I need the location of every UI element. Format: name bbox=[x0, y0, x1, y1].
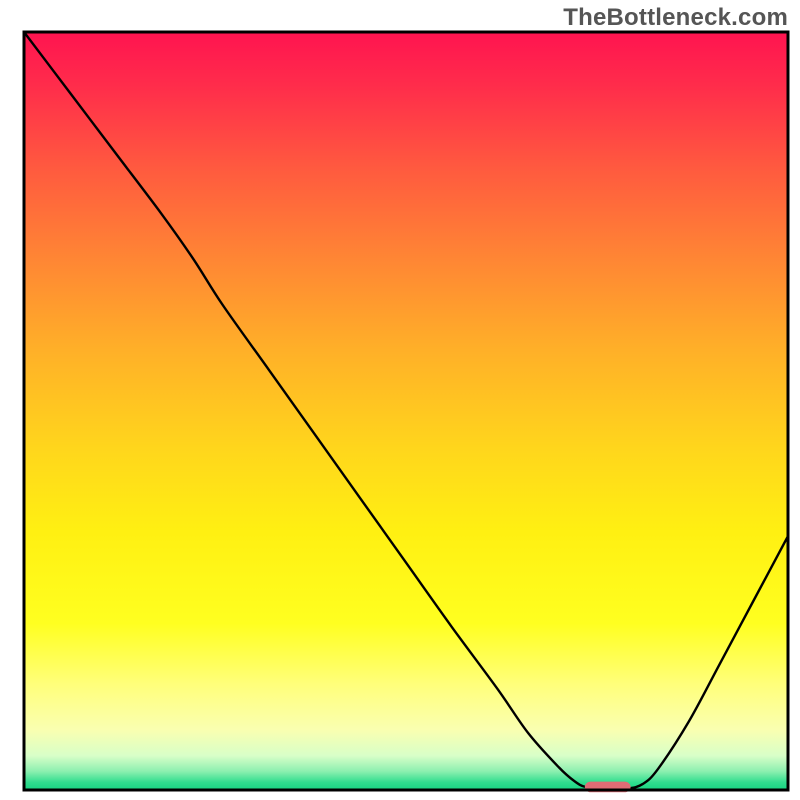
bottleneck-curve-plot bbox=[0, 0, 800, 800]
plot-background bbox=[24, 32, 788, 790]
chart-container: TheBottleneck.com bbox=[0, 0, 800, 800]
